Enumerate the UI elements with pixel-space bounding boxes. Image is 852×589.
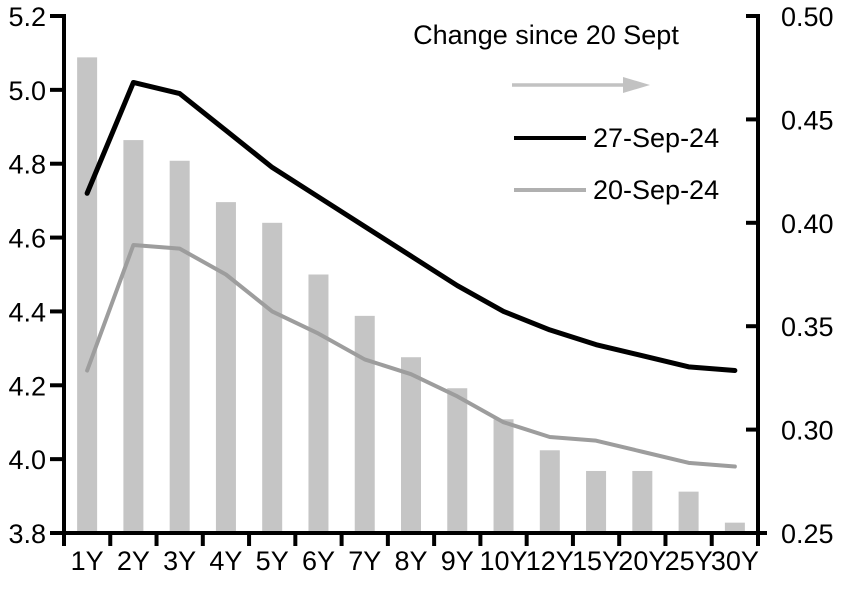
x-axis-label-7Y: 7Y <box>348 546 381 576</box>
left-axis-tick-label: 4.0 <box>8 445 46 475</box>
x-axis-label-5Y: 5Y <box>256 546 289 576</box>
left-axis-tick-label: 4.8 <box>8 150 46 180</box>
bar-1Y <box>77 57 98 534</box>
series-line-27-Sep-24 <box>84 79 738 374</box>
bar-30Y <box>724 522 745 533</box>
right-axis-tick-label: 0.40 <box>781 209 834 239</box>
x-axis-label-10Y: 10Y <box>480 546 528 576</box>
right-axis-tick-label: 0.25 <box>781 519 834 549</box>
x-axis-label-6Y: 6Y <box>302 546 335 576</box>
right-axis-tick-label: 0.45 <box>781 105 834 135</box>
x-axis-label-9Y: 9Y <box>441 546 474 576</box>
x-axis-label-15Y: 15Y <box>572 546 620 576</box>
x-axis-label-1Y: 1Y <box>71 546 104 576</box>
bar-8Y <box>401 357 421 533</box>
bar-2Y <box>123 140 144 533</box>
right-axis-tick-label: 0.50 <box>781 2 834 32</box>
change-arrow-head <box>623 77 650 93</box>
bar-3Y <box>169 160 190 533</box>
series-line-20-Sep-24 <box>85 242 737 469</box>
bar-20Y <box>632 470 653 533</box>
bar-9Y <box>447 388 468 533</box>
bar-25Y <box>678 491 699 533</box>
x-axis-label-4Y: 4Y <box>209 546 242 576</box>
left-axis-tick-label: 5.2 <box>8 2 46 32</box>
legend-title: Change since 20 Sept <box>413 20 679 50</box>
left-axis-tick-label: 5.0 <box>8 76 46 106</box>
x-axis-label-2Y: 2Y <box>117 546 150 576</box>
right-axis-tick-label: 0.35 <box>781 312 834 342</box>
left-axis-tick-label: 4.6 <box>8 224 46 254</box>
bar-5Y <box>262 222 283 534</box>
x-axis-label-8Y: 8Y <box>394 546 427 576</box>
legend-item-27-sep: 27-Sep-24 <box>514 124 719 152</box>
change-since-arrow-icon <box>512 77 650 93</box>
series-swatch-20-sep <box>514 188 586 192</box>
right-axis-tick-label: 0.30 <box>781 416 834 446</box>
left-axis-tick-label: 4.2 <box>8 371 46 401</box>
bar-12Y <box>539 450 560 533</box>
bar-10Y <box>493 419 514 533</box>
bar-6Y <box>308 274 329 533</box>
x-axis-label-20Y: 20Y <box>618 546 666 576</box>
bar-4Y <box>215 202 236 533</box>
left-axis-tick-label: 3.8 <box>8 519 46 549</box>
legend-label-20-sep: 20-Sep-24 <box>593 175 720 205</box>
x-axis-label-3Y: 3Y <box>163 546 196 576</box>
x-axis-label-30Y: 30Y <box>711 546 759 576</box>
bar-15Y <box>586 470 607 533</box>
legend-item-20-sep: 20-Sep-24 <box>514 176 719 204</box>
legend-label-27-sep: 27-Sep-24 <box>593 123 720 153</box>
x-axis-label-25Y: 25Y <box>665 546 713 576</box>
x-axis-label-12Y: 12Y <box>526 546 574 576</box>
bar-7Y <box>354 315 375 533</box>
series-swatch-27-sep <box>514 136 586 140</box>
left-axis-tick-label: 4.4 <box>8 297 46 327</box>
